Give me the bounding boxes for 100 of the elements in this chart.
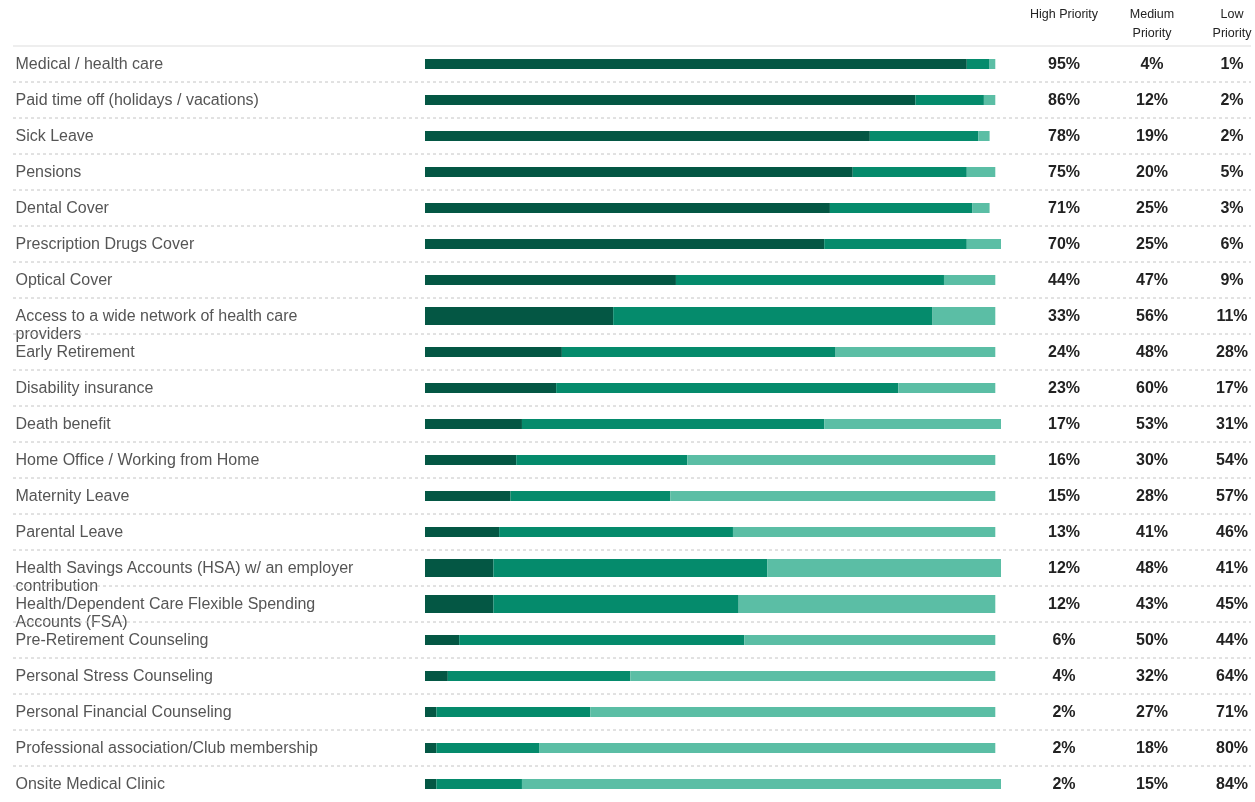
- y-tick-label: Health/Dependent Care Flexible Spending Accounts (FSA): [15, 595, 316, 630]
- y-tick-label: Optical Cover: [15, 271, 114, 288]
- bar: [516, 455, 688, 465]
- data-label: 4%: [1140, 55, 1164, 72]
- text: Low Priority: [1212, 7, 1253, 40]
- data-label: 41%: [1135, 523, 1169, 540]
- data-label: 28%: [1215, 343, 1249, 360]
- data-label: 11%: [1216, 307, 1248, 324]
- text: Medium Priority: [1129, 7, 1175, 40]
- bar: [447, 671, 631, 681]
- data-label: 12%: [1047, 559, 1081, 576]
- bar: [425, 419, 522, 429]
- data-label: 50%: [1135, 631, 1169, 648]
- y-tick-label: Sick Leave: [15, 127, 94, 144]
- bar: [425, 671, 448, 681]
- y-tick-label: Disability insurance: [15, 379, 154, 396]
- bar: [425, 59, 967, 69]
- bar: [425, 95, 916, 105]
- bar: [436, 707, 591, 717]
- bar: [824, 419, 1001, 429]
- y-tick-label: Professional association/Club membership: [15, 739, 318, 756]
- data-label: 4%: [1052, 667, 1076, 684]
- data-label: 2%: [1052, 739, 1076, 756]
- data-label: 18%: [1135, 739, 1169, 756]
- bar: [425, 455, 517, 465]
- data-label: 1%: [1220, 55, 1244, 72]
- bar: [556, 383, 899, 393]
- bar: [869, 131, 979, 141]
- bar: [744, 635, 996, 645]
- bar: [972, 203, 990, 213]
- data-label: 71%: [1047, 199, 1081, 216]
- data-label: 75%: [1047, 163, 1081, 180]
- bar: [499, 527, 733, 537]
- data-label: 17%: [1215, 379, 1249, 396]
- bar: [510, 491, 671, 501]
- bar: [425, 383, 557, 393]
- data-label: 84%: [1215, 775, 1249, 792]
- data-label: 71%: [1215, 703, 1249, 720]
- y-tick-label: Paid time off (holidays / vacations): [15, 91, 259, 108]
- y-tick-label: Early Retirement: [15, 343, 136, 360]
- bar: [630, 671, 996, 681]
- data-label: 78%: [1047, 127, 1081, 144]
- data-label: 12%: [1047, 595, 1081, 612]
- data-label: 15%: [1047, 487, 1081, 504]
- y-tick-label: Parental Leave: [15, 523, 124, 540]
- y-tick-label: Maternity Leave: [15, 487, 130, 504]
- y-tick-label: Medical / health care: [15, 55, 164, 72]
- data-label: 24%: [1047, 343, 1081, 360]
- data-label: 16%: [1047, 451, 1081, 468]
- y-tick-label: Health Savings Accounts (HSA) w/ an employer contribution: [15, 559, 355, 594]
- y-tick-label: Home Office / Working from Home: [15, 451, 260, 468]
- data-label: 80%: [1215, 739, 1249, 756]
- y-tick-label: Prescription Drugs Cover: [15, 235, 195, 252]
- bar: [732, 527, 996, 537]
- bar: [829, 203, 973, 213]
- bar: [675, 275, 944, 285]
- data-label: 41%: [1215, 559, 1249, 576]
- data-label: 19%: [1135, 127, 1169, 144]
- bar: [824, 239, 967, 249]
- bar: [590, 707, 996, 717]
- data-label: 20%: [1135, 163, 1169, 180]
- bar: [966, 167, 996, 177]
- y-tick-label: Onsite Medical Clinic: [15, 775, 165, 792]
- y-tick-label: Dental Cover: [15, 199, 110, 216]
- data-label: 23%: [1047, 379, 1081, 396]
- data-label: 5%: [1220, 163, 1244, 180]
- data-label: 15%: [1135, 775, 1169, 792]
- bar: [966, 59, 990, 69]
- data-label: 2%: [1052, 775, 1076, 792]
- bar: [425, 239, 825, 249]
- bar: [425, 347, 562, 357]
- y-tick-label: Death benefit: [15, 415, 112, 432]
- bar: [436, 779, 522, 789]
- data-label: 53%: [1135, 415, 1169, 432]
- data-label: 54%: [1215, 451, 1249, 468]
- bar: [521, 779, 1001, 789]
- data-label: 64%: [1215, 667, 1249, 684]
- y-tick-label: Access to a wide network of health care providers: [15, 307, 298, 342]
- bar: [425, 635, 460, 645]
- bar: [943, 275, 996, 285]
- bar: [425, 707, 437, 717]
- data-label: 25%: [1135, 199, 1169, 216]
- data-label: 31%: [1215, 415, 1249, 432]
- data-label: 33%: [1047, 307, 1081, 324]
- data-label: 44%: [1215, 631, 1249, 648]
- bar: [915, 95, 984, 105]
- bar: [425, 779, 437, 789]
- bar: [425, 203, 830, 213]
- bar: [425, 743, 437, 753]
- data-label: 45%: [1215, 595, 1249, 612]
- bar: [425, 527, 500, 537]
- y-tick-label: Personal Financial Counseling: [15, 703, 232, 720]
- data-label: 56%: [1135, 307, 1169, 324]
- bar: [521, 419, 825, 429]
- bar: [852, 167, 967, 177]
- bar: [835, 347, 996, 357]
- data-label: 2%: [1220, 91, 1244, 108]
- data-label: 30%: [1135, 451, 1169, 468]
- data-label: 48%: [1135, 559, 1169, 576]
- data-label: 57%: [1215, 487, 1249, 504]
